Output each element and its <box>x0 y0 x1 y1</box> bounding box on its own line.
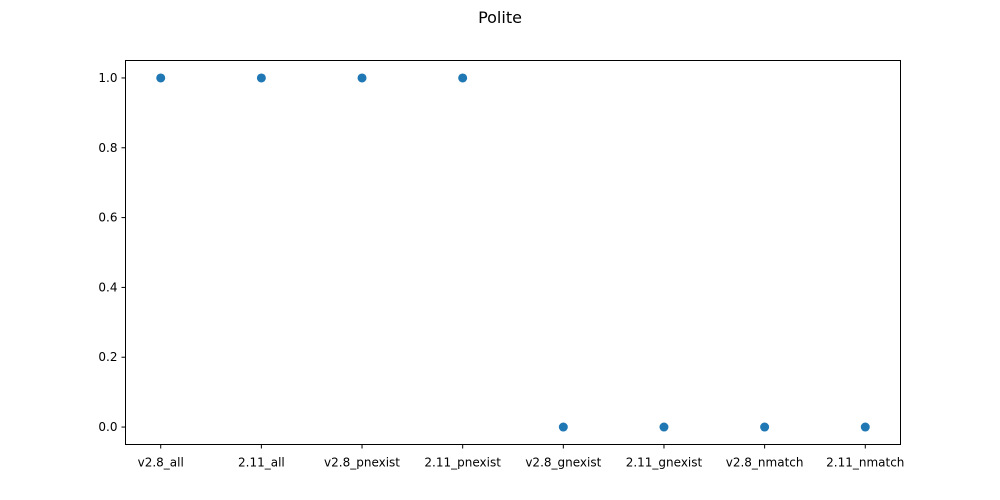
chart-title: Polite <box>478 8 522 27</box>
y-tick-label: 0.6 <box>98 211 117 225</box>
x-tick-label: 2.11_pnexist <box>424 456 501 470</box>
data-point <box>458 73 468 83</box>
data-point <box>558 422 568 432</box>
data-point <box>357 73 367 83</box>
y-tick-label: 0.8 <box>98 141 117 155</box>
y-tick-label: 0.4 <box>98 280 117 294</box>
x-tick-label: 2.11_gnexist <box>626 456 703 470</box>
y-axis: 0.0 0.2 0.4 0.6 0.8 1.0 <box>98 71 126 434</box>
plot-frame <box>125 60 901 445</box>
y-tick-label: 1.0 <box>98 71 117 85</box>
y-tick-label: 0.0 <box>98 420 117 434</box>
data-point <box>860 422 870 432</box>
data-points <box>156 73 870 432</box>
x-tick-label: v2.8_pnexist <box>324 456 400 470</box>
x-tick-label: v2.8_nmatch <box>726 456 804 470</box>
x-tick-label: 2.11_nmatch <box>826 456 904 470</box>
data-point <box>760 422 770 432</box>
x-tick-label: 2.11_all <box>238 456 285 470</box>
x-tick-label: v2.8_all <box>138 456 184 470</box>
x-tick-label: v2.8_gnexist <box>525 456 601 470</box>
y-tick-label: 0.2 <box>98 350 117 364</box>
data-point <box>256 73 266 83</box>
data-point <box>156 73 166 83</box>
data-point <box>659 422 669 432</box>
x-axis: v2.8_all 2.11_all v2.8_pnexist 2.11_pnexist… <box>138 444 904 470</box>
